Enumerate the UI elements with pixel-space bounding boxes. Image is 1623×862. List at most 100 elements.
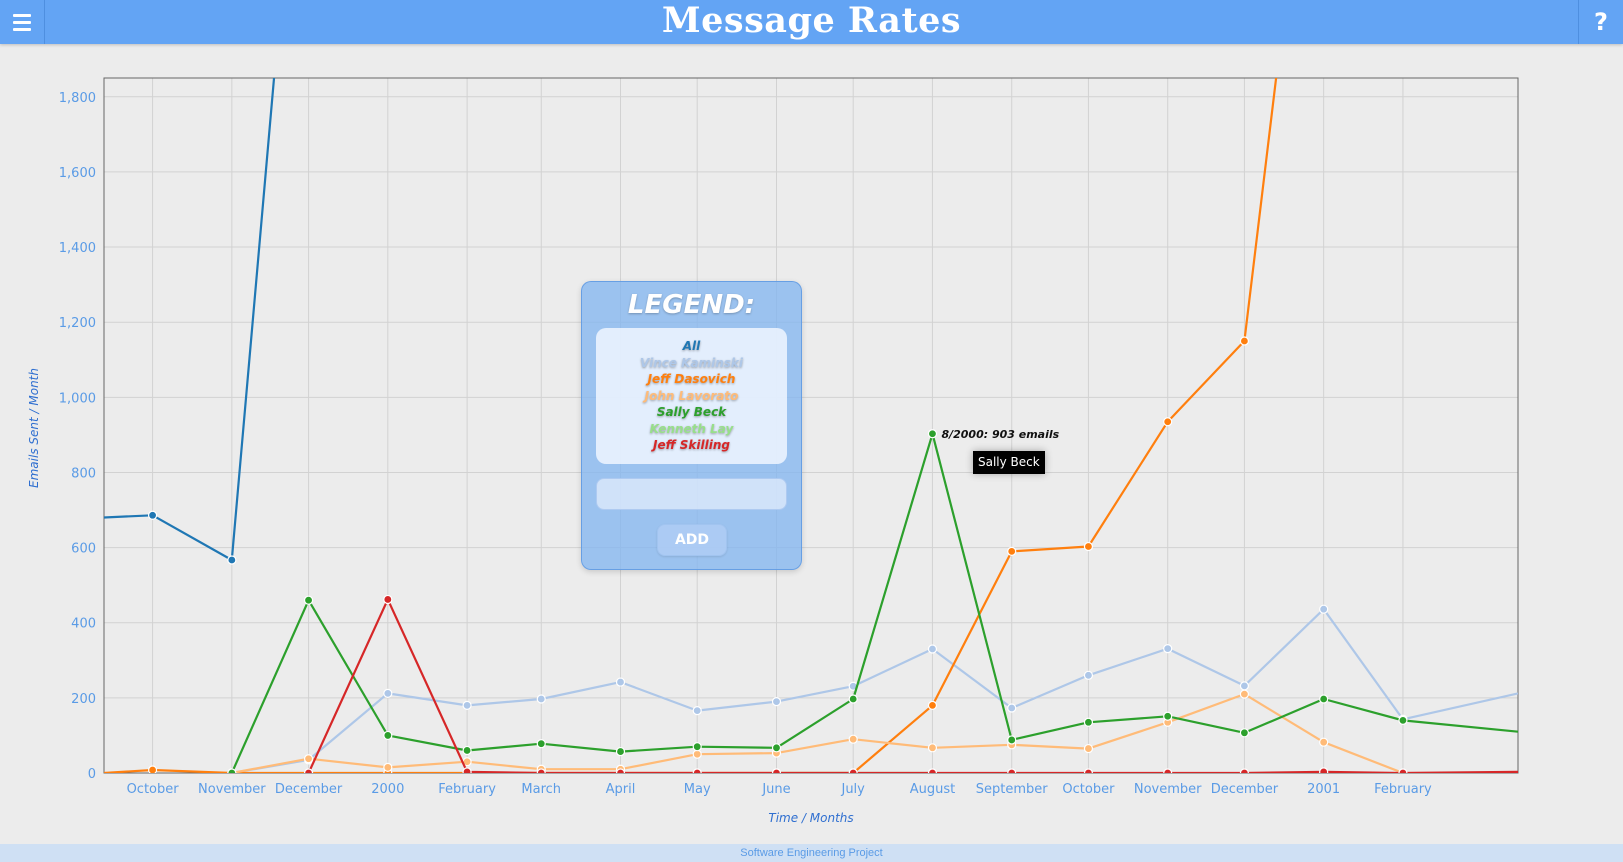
data-point-sally-beck <box>303 595 314 605</box>
data-point-sally-beck <box>1163 711 1173 721</box>
plot-border <box>103 77 1519 774</box>
data-point-sally-beck <box>462 745 472 756</box>
data-point-jeff-skilling <box>848 768 858 773</box>
menu-button[interactable] <box>0 0 45 44</box>
data-point-john-lavorato <box>692 749 702 759</box>
y-tick-label: 1,600 <box>59 166 96 181</box>
help-button[interactable]: ? <box>1578 0 1623 44</box>
y-tick-label: 1,400 <box>59 241 96 256</box>
series-line-john-lavorato <box>231 692 1404 773</box>
y-tick-label: 200 <box>71 692 96 707</box>
data-point-sally-beck <box>1398 715 1408 726</box>
y-tick-label: 400 <box>71 617 96 632</box>
x-tick-label: October <box>1062 782 1115 797</box>
chart-frame <box>103 77 1519 774</box>
x-tick-label: February <box>438 782 496 797</box>
y-tick-label: 0 <box>88 767 96 782</box>
data-point-sally-beck <box>227 768 237 773</box>
x-axis-label: Time / Months <box>768 811 853 825</box>
data-point-jeff-skilling <box>927 768 938 773</box>
legend-item-vince-kaminski[interactable]: Vince Kaminski <box>640 355 743 370</box>
add-button[interactable]: ADD <box>657 524 727 556</box>
data-point-jeff-skilling <box>462 767 472 773</box>
legend-item-jeff-dasovich[interactable]: Jeff Dasovich <box>647 372 736 386</box>
x-tick-label: June <box>761 782 790 797</box>
x-tick-label: November <box>1134 782 1202 797</box>
data-point-sally-beck <box>536 739 546 749</box>
data-point-jeff-skilling <box>536 768 546 773</box>
data-point-vince-kaminski <box>1239 681 1250 691</box>
data-point-all <box>227 555 237 565</box>
data-point-vince-kaminski <box>1163 644 1173 654</box>
legend-item-john-lavorato[interactable]: John Lavorato <box>644 388 739 403</box>
x-tick-label: April <box>606 782 636 797</box>
legend-item-jeff-skilling[interactable]: Jeff Skilling <box>653 438 730 452</box>
data-point-vince-kaminski <box>771 697 782 707</box>
x-tick-label: 2000 <box>371 782 404 797</box>
legend-item-sally-beck[interactable]: Sally Beck <box>656 405 727 419</box>
data-point-sally-beck <box>383 730 393 741</box>
data-point-john-lavorato <box>848 734 858 744</box>
data-point-jeff-skilling <box>615 768 626 773</box>
data-point-john-lavorato <box>927 743 938 753</box>
chart-series <box>104 78 1518 773</box>
x-tick-label: December <box>275 782 343 797</box>
point-value-label: 8/2000: 903 emails <box>941 428 1059 441</box>
x-tick-label: July <box>840 782 865 797</box>
y-tick-label: 1,800 <box>59 91 96 106</box>
data-point-jeff-skilling <box>692 768 702 773</box>
y-tick-label: 1,200 <box>59 316 96 331</box>
x-tick-label: May <box>684 782 711 797</box>
data-point-jeff-skilling <box>1007 768 1017 773</box>
x-tick-label: October <box>127 782 180 797</box>
data-point-sally-beck <box>771 743 782 753</box>
data-point-jeff-skilling <box>1398 768 1408 773</box>
add-series-input[interactable] <box>596 478 787 510</box>
x-tick-label: August <box>910 782 956 797</box>
series-line-vince-kaminski <box>231 608 1518 773</box>
data-point-sally-beck <box>927 429 938 439</box>
data-point-vince-kaminski <box>692 706 702 716</box>
data-point-sally-beck <box>615 746 626 757</box>
data-point-john-lavorato <box>1083 743 1094 754</box>
series-clip-group <box>104 78 1518 773</box>
data-point-john-lavorato <box>1239 689 1250 699</box>
legend-item-all[interactable]: All <box>682 339 701 353</box>
series-line-all <box>104 78 276 562</box>
page-title: Message Rates <box>661 0 962 41</box>
data-point-vince-kaminski <box>1007 703 1017 713</box>
legend-list: All Vince Kaminski Jeff Dasovich John Lavor… <box>596 328 787 464</box>
data-point-jeff-dasovich <box>1083 541 1094 552</box>
y-tick-label: 800 <box>71 466 96 481</box>
message-rates-chart: October November December 2000 February March… <box>27 77 1519 825</box>
x-tick-label: November <box>198 782 266 797</box>
chart-annotations: 8/2000: 903 emails <box>941 428 1059 441</box>
data-point-sally-beck <box>1083 717 1094 727</box>
data-point-all <box>147 510 158 520</box>
data-point-jeff-skilling <box>1083 768 1094 773</box>
data-point-jeff-dasovich <box>1239 336 1250 346</box>
data-point-sally-beck <box>848 694 858 704</box>
y-tick-label: 1,000 <box>59 391 96 406</box>
series-tooltip: Sally Beck <box>973 451 1045 474</box>
x-tick-label: March <box>521 782 561 797</box>
series-line-jeff-skilling <box>307 598 1518 773</box>
data-point-vince-kaminski <box>536 694 546 704</box>
x-tick-label: September <box>976 782 1049 797</box>
x-tick-label: December <box>1211 782 1279 797</box>
legend-title: LEGEND: <box>627 290 756 320</box>
data-point-vince-kaminski <box>615 677 626 687</box>
y-axis-label: Emails Sent / Month <box>27 368 41 488</box>
data-point-john-lavorato <box>303 754 314 764</box>
series-line-sally-beck <box>230 432 1518 773</box>
data-point-jeff-dasovich <box>1163 417 1173 427</box>
chart-grid <box>104 78 1518 774</box>
data-point-jeff-dasovich <box>927 700 938 710</box>
hamburger-menu-icon <box>13 12 31 33</box>
legend-item-kenneth-lay[interactable]: Kenneth Lay <box>649 421 734 436</box>
data-point-jeff-skilling <box>1319 767 1329 773</box>
data-point-sally-beck <box>1007 735 1017 745</box>
data-point-john-lavorato <box>383 762 393 772</box>
data-point-vince-kaminski <box>1083 670 1094 680</box>
